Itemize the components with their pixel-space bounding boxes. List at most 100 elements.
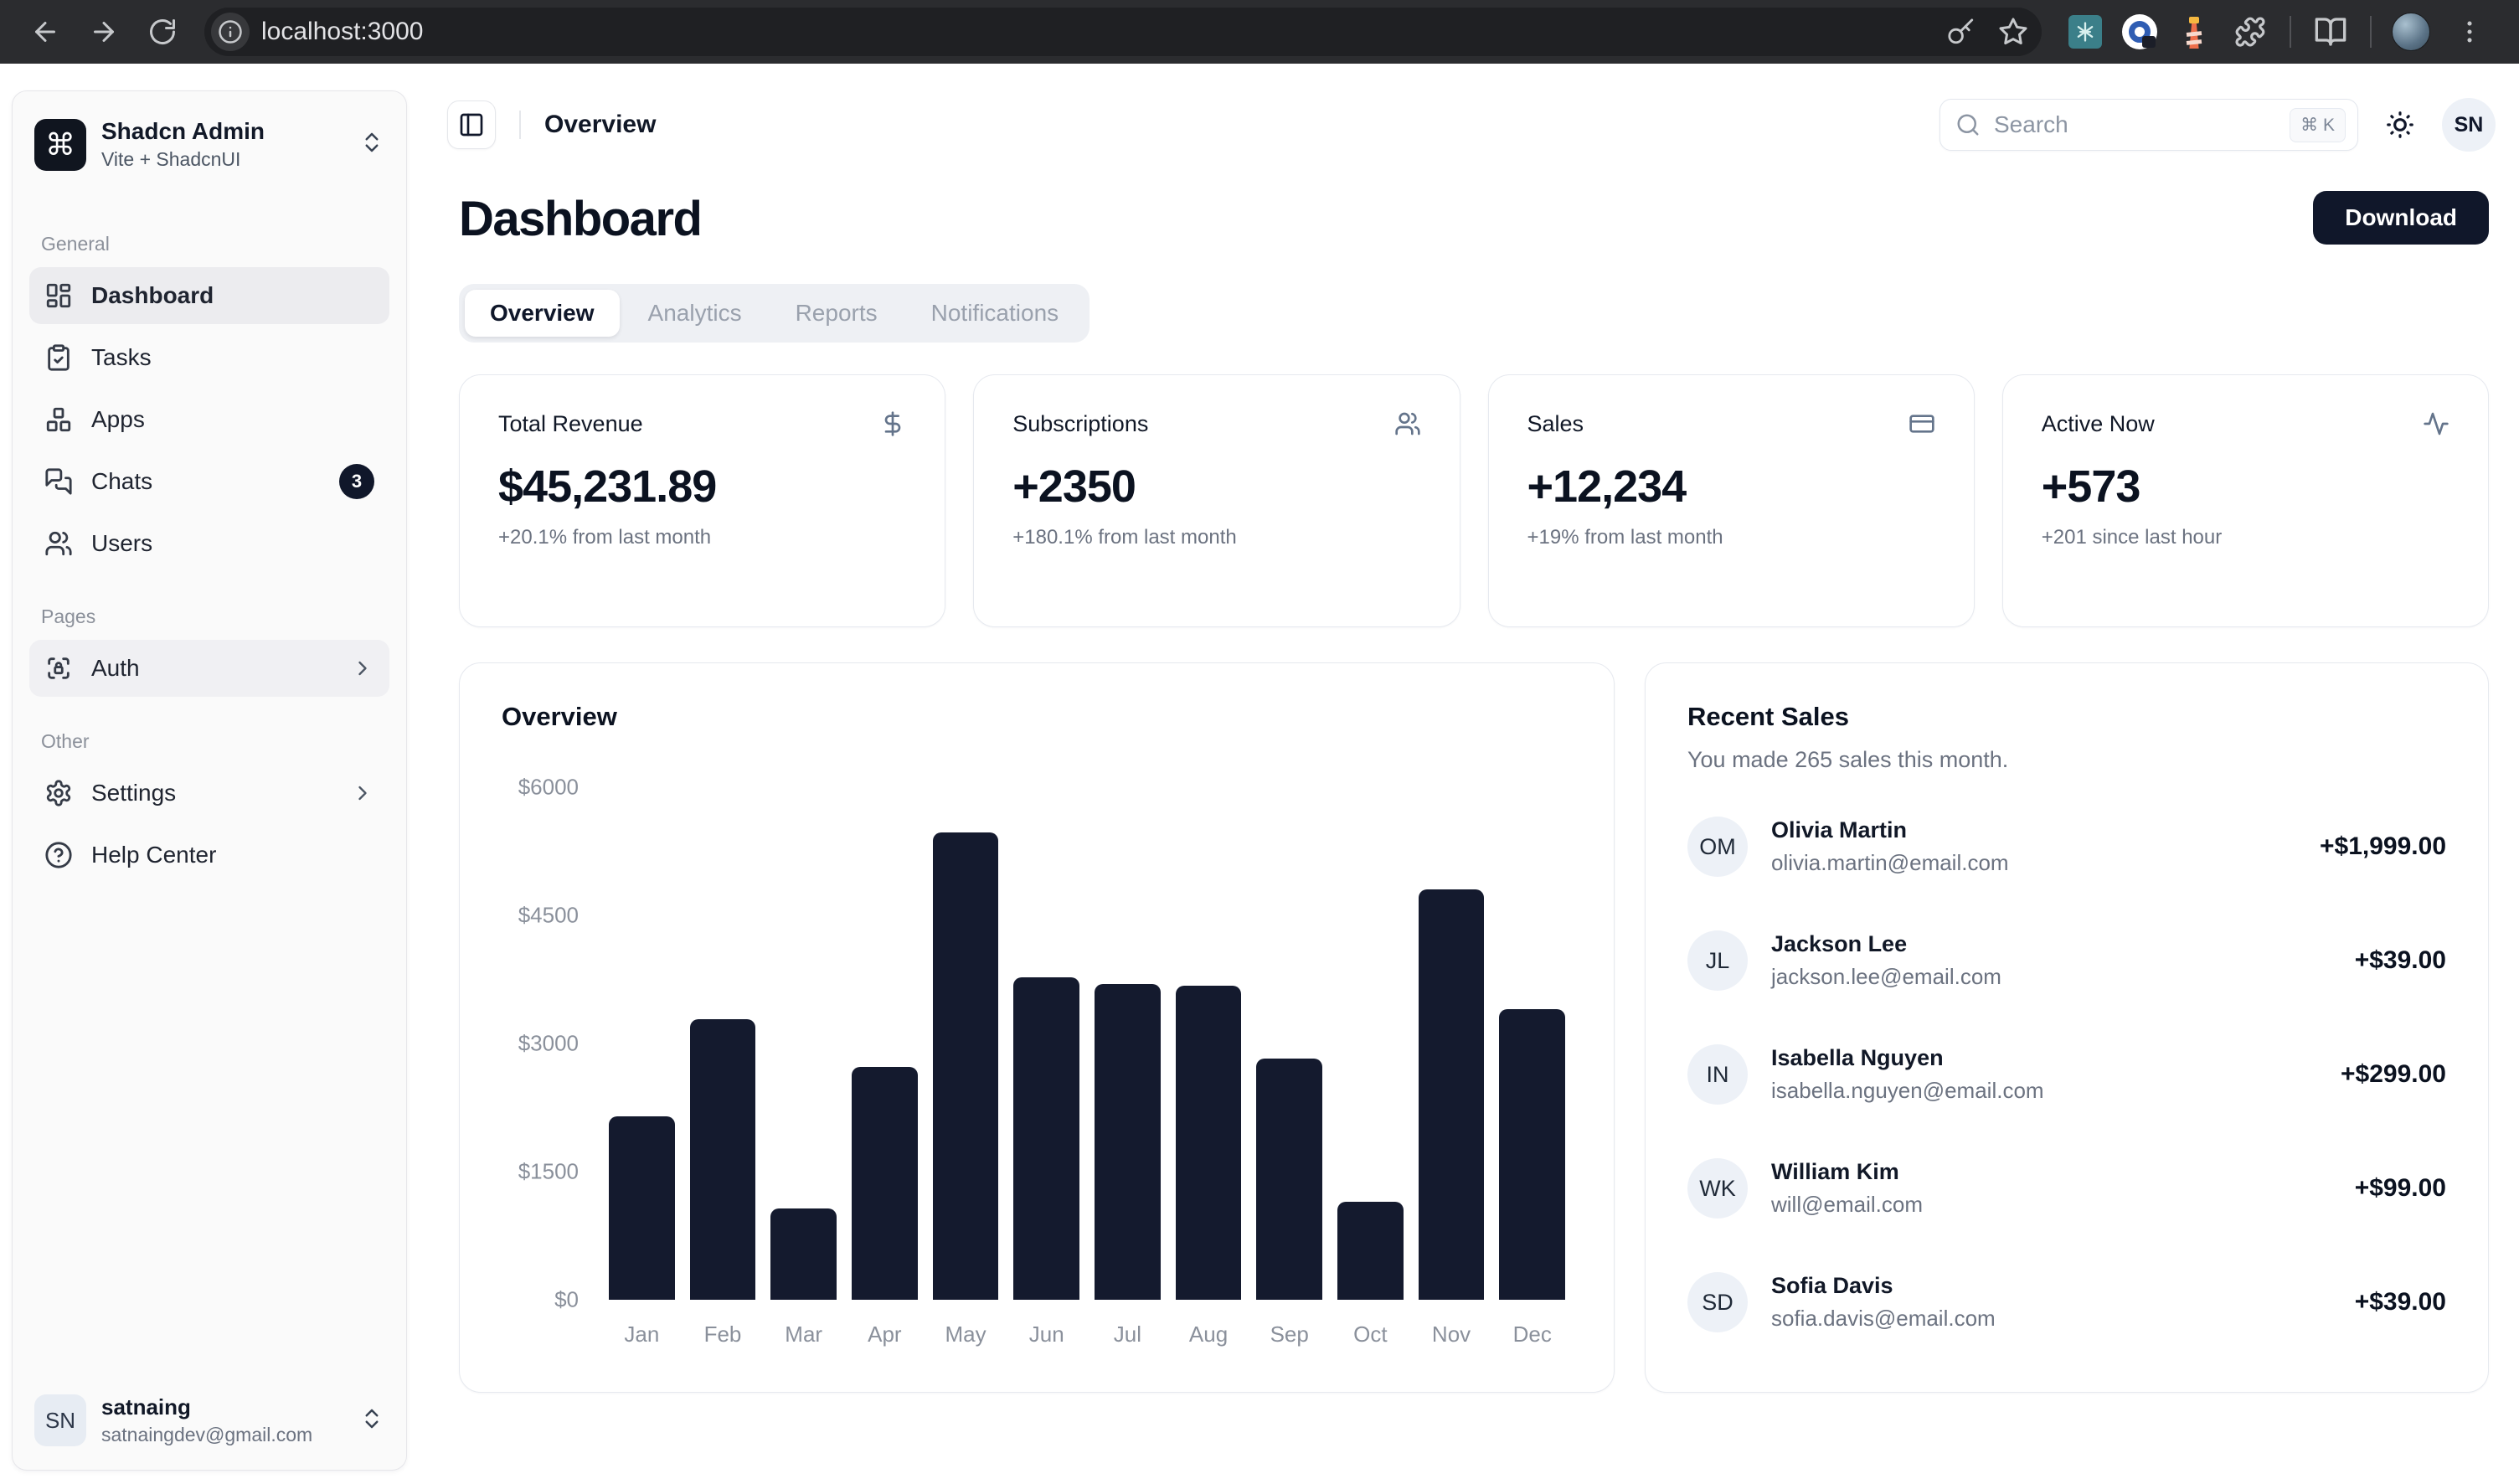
sidebar-item-users[interactable]: Users [29, 515, 389, 572]
chart-title: Overview [502, 702, 1572, 732]
stat-title: Active Now [2042, 411, 2155, 437]
overview-chart-card: Overview $6000$4500$3000$1500$0 JanFebMa… [459, 662, 1615, 1393]
sale-avatar: WK [1687, 1158, 1748, 1219]
back-icon[interactable] [22, 8, 69, 55]
tasks-icon [44, 343, 73, 372]
toolbar-separator [2370, 16, 2372, 48]
sidebar-section-label: General [41, 233, 378, 255]
tab-reports[interactable]: Reports [770, 290, 903, 337]
sidebar: ⌘ Shadcn Admin Vite + ShadcnUI General Da… [12, 90, 407, 1471]
stat-card-subscriptions: Subscriptions+2350+180.1% from last mont… [973, 374, 1460, 627]
page-content: Dashboard Download OverviewAnalyticsRepo… [447, 191, 2496, 1393]
topbar-title: Overview [544, 111, 656, 139]
chart-bar-jan [609, 1116, 675, 1300]
sidebar-item-apps[interactable]: Apps [29, 391, 389, 448]
sale-amount: +$299.00 [2341, 1060, 2446, 1089]
tabs: OverviewAnalyticsReportsNotifications [459, 284, 1090, 343]
extension-1password-icon[interactable] [2122, 14, 2157, 49]
sale-name: Isabella Nguyen [1771, 1045, 2044, 1071]
sidebar-item-label: Chats [91, 468, 152, 495]
y-tick-label: $6000 [518, 775, 579, 801]
sidebar-item-dashboard[interactable]: Dashboard [29, 267, 389, 324]
page-title: Dashboard [459, 191, 701, 247]
stat-card-header: Sales [1527, 410, 1935, 437]
chart-bar-oct [1337, 1202, 1404, 1300]
sale-avatar: SD [1687, 1272, 1748, 1332]
sale-avatar: JL [1687, 930, 1748, 991]
stat-change: +19% from last month [1527, 526, 1935, 549]
sale-name: William Kim [1771, 1159, 1923, 1185]
sidebar-item-help-center[interactable]: Help Center [29, 827, 389, 884]
page-head: Dashboard Download [459, 191, 2489, 247]
tab-notifications[interactable]: Notifications [906, 290, 1084, 337]
auth-icon [44, 654, 73, 683]
user-text: satnaing satnaingdev@gmail.com [101, 1394, 344, 1446]
user-avatar: SN [34, 1394, 86, 1446]
site-info-icon[interactable] [211, 13, 250, 51]
x-tick-label: Nov [1419, 1322, 1485, 1347]
tab-overview[interactable]: Overview [465, 290, 620, 337]
y-tick-label: $0 [554, 1287, 579, 1313]
recent-sales-card: Recent Sales You made 265 sales this mon… [1645, 662, 2489, 1393]
settings-icon [44, 779, 73, 807]
stat-card-header: Total Revenue [498, 410, 906, 437]
sidebar-item-label: Tasks [91, 344, 152, 371]
stat-value: +573 [2042, 461, 2449, 513]
browser-profile-avatar[interactable] [2392, 13, 2430, 51]
x-tick-label: Jul [1095, 1322, 1161, 1347]
sale-email: olivia.martin@email.com [1771, 850, 2009, 876]
chart-bar-mar [770, 1208, 837, 1300]
extension-lighthouse-icon[interactable] [2177, 13, 2211, 50]
download-button[interactable]: Download [2313, 191, 2489, 245]
sidebar-item-settings[interactable]: Settings [29, 765, 389, 822]
stat-card-header: Subscriptions [1012, 410, 1420, 437]
team-plan: Vite + ShadcnUI [101, 148, 344, 171]
reading-list-icon[interactable] [2311, 13, 2350, 51]
x-tick-label: Aug [1176, 1322, 1242, 1347]
sale-avatar: OM [1687, 817, 1748, 877]
stat-change: +201 since last hour [2042, 526, 2449, 549]
topbar-divider [519, 111, 521, 139]
menu-dots-icon[interactable] [2450, 13, 2489, 51]
sidebar-item-tasks[interactable]: Tasks [29, 329, 389, 386]
sidebar-user[interactable]: SN satnaing satnaingdev@gmail.com [26, 1386, 393, 1455]
sale-info: William Kimwill@email.com [1771, 1159, 1923, 1218]
bookmark-star-icon[interactable] [1993, 12, 2033, 52]
header-avatar[interactable]: SN [2442, 98, 2496, 152]
sale-email: isabella.nguyen@email.com [1771, 1078, 2044, 1104]
stat-title: Total Revenue [498, 411, 643, 437]
tab-analytics[interactable]: Analytics [623, 290, 767, 337]
sidebar-toggle-button[interactable] [447, 100, 496, 149]
sidebar-item-label: Dashboard [91, 282, 214, 309]
address-bar[interactable]: localhost:3000 [204, 8, 2042, 56]
stat-value: $45,231.89 [498, 461, 906, 513]
chart-bar-nov [1419, 889, 1485, 1300]
y-tick-label: $4500 [518, 903, 579, 929]
user-email: satnaingdev@gmail.com [101, 1424, 344, 1446]
sale-avatar: IN [1687, 1044, 1748, 1105]
search-input[interactable]: Search ⌘ K [1939, 99, 2358, 151]
sidebar-item-auth[interactable]: Auth [29, 640, 389, 697]
extension-teal-icon[interactable] [2068, 15, 2102, 49]
topbar: Overview Search ⌘ K SN [447, 97, 2496, 152]
app-shell: ⌘ Shadcn Admin Vite + ShadcnUI General Da… [0, 64, 2519, 1484]
sidebar-item-chats[interactable]: Chats3 [29, 453, 389, 510]
sidebar-item-label: Users [91, 530, 152, 557]
sale-row: JLJackson Leejackson.lee@email.com+$39.0… [1687, 930, 2446, 991]
team-switcher[interactable]: ⌘ Shadcn Admin Vite + ShadcnUI [26, 111, 393, 178]
extensions-puzzle-icon[interactable] [2231, 13, 2269, 51]
dollar-sign-icon [879, 410, 906, 437]
password-key-icon[interactable] [1941, 12, 1981, 52]
main-area: Overview Search ⌘ K SN Dashboard Downloa… [435, 64, 2519, 1484]
sale-row: SDSofia Davissofia.davis@email.com+$39.0… [1687, 1272, 2446, 1332]
sidebar-item-label: Help Center [91, 842, 216, 868]
forward-icon[interactable] [80, 8, 127, 55]
theme-toggle-button[interactable] [2377, 101, 2424, 148]
screen: localhost:3000 ⌘ Shadcn Admin Vite + Sha… [0, 0, 2519, 1484]
reload-icon[interactable] [139, 8, 186, 55]
chart-bar-slot [609, 787, 675, 1300]
team-name: Shadcn Admin [101, 118, 344, 145]
sale-info: Isabella Nguyen isabella.nguyen@email.com [1771, 1045, 2044, 1104]
chart-bar-slot [933, 787, 999, 1300]
browser-toolbar: localhost:3000 [0, 0, 2519, 64]
